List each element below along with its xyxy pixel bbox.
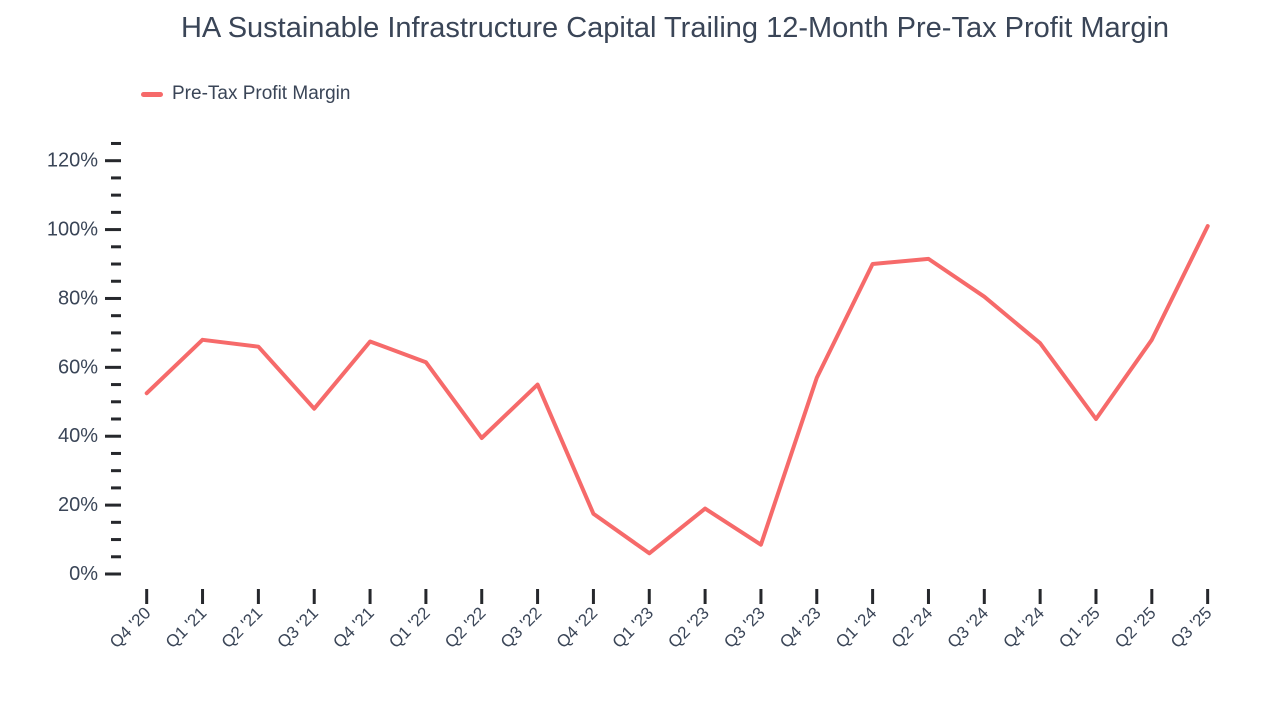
x-tick-label: Q1 '22 <box>385 603 433 651</box>
y-axis-major-ticks <box>105 159 121 576</box>
y-axis-minor-ticks <box>111 141 121 559</box>
y-tick-label: 40% <box>58 425 98 447</box>
y-tick-label: 60% <box>58 356 98 378</box>
x-tick-label: Q4 '24 <box>999 603 1047 651</box>
x-tick-label: Q4 '22 <box>553 603 601 651</box>
x-tick-label: Q3 '25 <box>1167 603 1215 651</box>
x-tick-label: Q1 '25 <box>1055 603 1103 651</box>
y-tick-label: 80% <box>58 287 98 309</box>
x-tick-label: Q4 '23 <box>776 603 824 651</box>
x-tick-label: Q2 '22 <box>441 603 489 651</box>
y-tick-label: 100% <box>47 219 98 241</box>
x-tick-label: Q1 '23 <box>609 603 657 651</box>
y-tick-label: 20% <box>58 494 98 516</box>
x-axis-labels: Q4 '20 Q1 '21 Q2 '21 Q3 '21 Q4 '21 Q1 '22 Q2 '… <box>106 603 1215 651</box>
legend-label: Pre-Tax Profit Margin <box>172 83 351 104</box>
y-tick-label: 120% <box>47 150 98 172</box>
legend-line-swatch <box>141 91 163 97</box>
x-axis-ticks <box>145 589 1210 604</box>
x-tick-label: Q3 '22 <box>497 603 545 651</box>
x-tick-label: Q1 '24 <box>832 603 880 651</box>
x-tick-label: Q4 '21 <box>329 603 377 651</box>
x-tick-label: Q2 '21 <box>218 603 266 651</box>
x-tick-label: Q1 '21 <box>162 603 210 651</box>
x-tick-label: Q3 '23 <box>720 603 768 651</box>
chart-title: HA Sustainable Infrastructure Capital Tr… <box>180 12 1170 44</box>
y-tick-label: 0% <box>69 563 98 585</box>
x-tick-label: Q2 '24 <box>888 603 936 651</box>
x-tick-label: Q3 '21 <box>274 603 322 651</box>
x-tick-label: Q4 '20 <box>106 603 154 651</box>
y-axis-labels: 0% 20% 40% 60% 80% 100% 120% <box>47 150 98 585</box>
profit-margin-line[interactable] <box>144 224 1210 556</box>
x-tick-label: Q3 '24 <box>944 603 992 651</box>
legend[interactable]: Pre-Tax Profit Margin <box>141 83 350 105</box>
x-tick-label: Q2 '23 <box>664 603 712 651</box>
x-tick-label: Q2 '25 <box>1111 603 1159 651</box>
